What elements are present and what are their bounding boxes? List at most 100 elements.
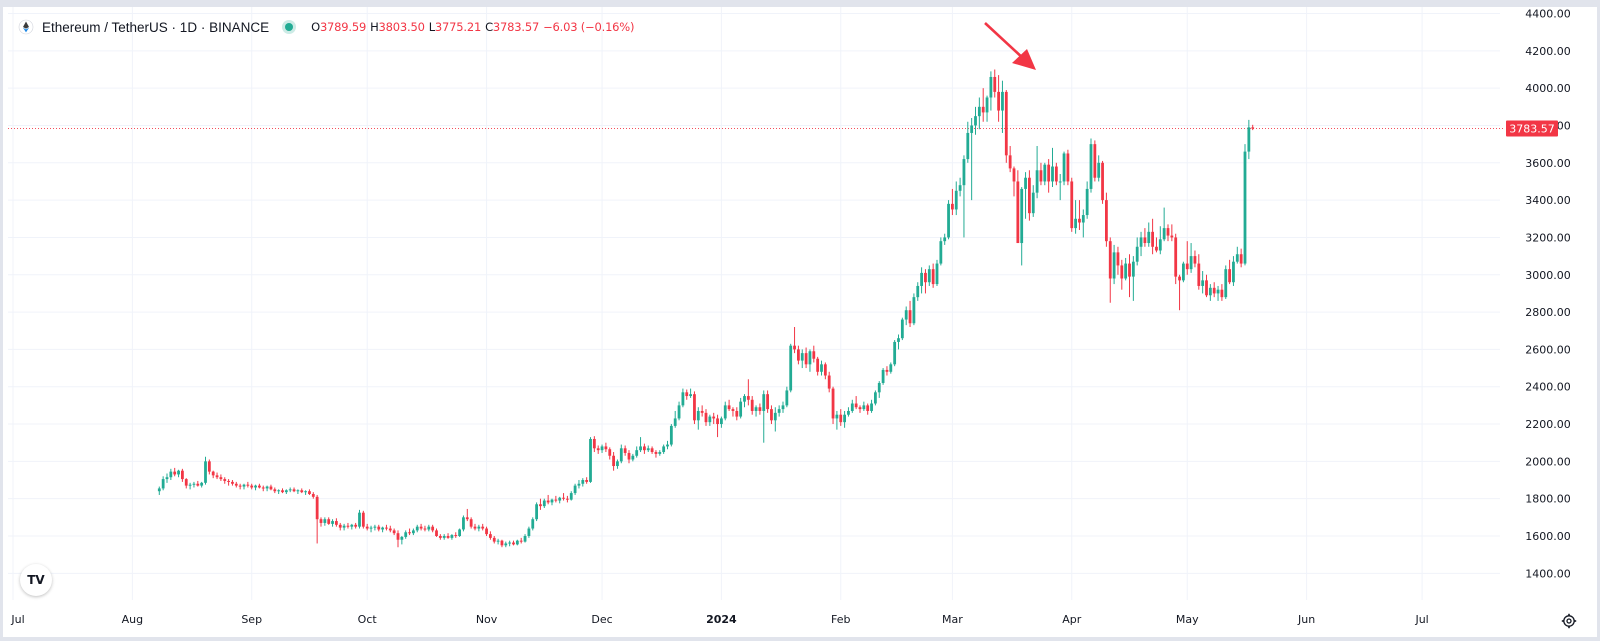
candle <box>304 490 307 495</box>
candle-body <box>258 485 261 488</box>
candle <box>412 528 415 536</box>
candle-body <box>731 409 735 411</box>
candle-body <box>354 524 358 527</box>
candle <box>231 480 234 486</box>
candle <box>373 524 377 531</box>
candle-body <box>188 484 192 486</box>
candle <box>746 379 750 406</box>
candle-body <box>1178 276 1181 281</box>
symbol-title[interactable]: Ethereum / TetherUS · 1D · BINANCE <box>42 19 270 35</box>
candle-body <box>935 263 939 285</box>
candle-body <box>388 528 392 531</box>
settings-gear-icon[interactable] <box>1560 612 1578 630</box>
candle <box>184 478 188 489</box>
candle <box>619 444 623 464</box>
tradingview-logo[interactable]: TV <box>20 564 52 596</box>
candle-body <box>585 480 589 482</box>
candle-body <box>1228 269 1231 283</box>
candle-body <box>165 477 169 480</box>
candle-body <box>335 521 338 525</box>
candle-body <box>1058 181 1062 183</box>
candle-body <box>916 285 920 298</box>
candle-body <box>415 526 419 531</box>
x-tick-label: Jul <box>1414 613 1428 626</box>
market-status-icon[interactable] <box>285 23 294 31</box>
candle-body <box>885 369 889 372</box>
candle-body <box>358 512 361 527</box>
candle-body <box>469 519 473 527</box>
candle <box>850 399 854 413</box>
candle-body <box>412 530 415 534</box>
candle <box>546 494 550 505</box>
candle <box>654 450 658 458</box>
candle <box>592 436 596 453</box>
candle <box>342 523 346 531</box>
candle <box>1008 146 1012 173</box>
candle <box>974 106 977 135</box>
time-axis[interactable]: Jul Aug Sep Oct Nov Dec 2024 Feb Mar Apr May Jun Jul <box>10 613 1428 626</box>
candle-body <box>573 485 577 494</box>
candle-body <box>550 499 554 503</box>
open-key: O <box>311 20 320 34</box>
candle-body <box>739 401 743 417</box>
candle-body <box>816 358 820 372</box>
candle <box>1189 243 1193 273</box>
candle <box>219 474 223 481</box>
candle-body <box>746 396 750 400</box>
candle-body <box>800 353 804 361</box>
candle <box>508 540 512 547</box>
candle <box>365 523 369 531</box>
candle <box>504 541 508 548</box>
candle <box>569 491 573 501</box>
candle-body <box>643 446 646 451</box>
candle <box>585 477 589 484</box>
candle-body <box>1028 177 1031 214</box>
candle <box>997 75 1000 122</box>
candle <box>758 403 762 415</box>
candle-body <box>1201 280 1205 286</box>
candle <box>1024 172 1027 219</box>
candle-body <box>473 526 477 529</box>
candle <box>338 522 342 531</box>
candle <box>924 269 927 294</box>
candle-body <box>392 530 396 534</box>
candle <box>196 480 200 487</box>
candle <box>789 343 793 393</box>
candle <box>292 487 296 493</box>
candle-body <box>854 403 858 408</box>
candle <box>1174 233 1178 285</box>
candle-body <box>211 471 215 476</box>
candle <box>608 447 612 460</box>
candle-body <box>820 364 823 372</box>
candle-body <box>1235 254 1239 262</box>
candle <box>693 391 696 425</box>
candle-body <box>242 484 246 487</box>
candle <box>562 493 565 501</box>
candle <box>361 510 365 529</box>
price-axis[interactable]: 1400.00 1600.00 1800.00 2000.00 2200.00 2400.… <box>1506 8 1571 581</box>
candle-body <box>581 480 585 484</box>
candle <box>612 452 615 471</box>
candle-body <box>231 481 234 484</box>
candle-body <box>592 438 596 449</box>
candle <box>1185 241 1189 275</box>
candle <box>284 489 288 495</box>
x-tick-label: Aug <box>122 613 143 626</box>
candle <box>1089 138 1093 193</box>
candle-body <box>161 479 165 489</box>
candle-body <box>908 310 912 324</box>
candle-body <box>500 540 504 546</box>
x-tick-label: 2024 <box>706 613 737 626</box>
candle-body <box>361 512 365 527</box>
candle <box>277 489 281 495</box>
candle-body <box>1208 287 1212 296</box>
candle-body <box>315 496 319 520</box>
candle <box>523 534 527 543</box>
x-tick-label: Sep <box>241 613 262 626</box>
candle-body <box>889 364 893 372</box>
candle <box>854 396 858 410</box>
candle-body <box>1205 280 1208 296</box>
candle-body <box>577 483 581 486</box>
